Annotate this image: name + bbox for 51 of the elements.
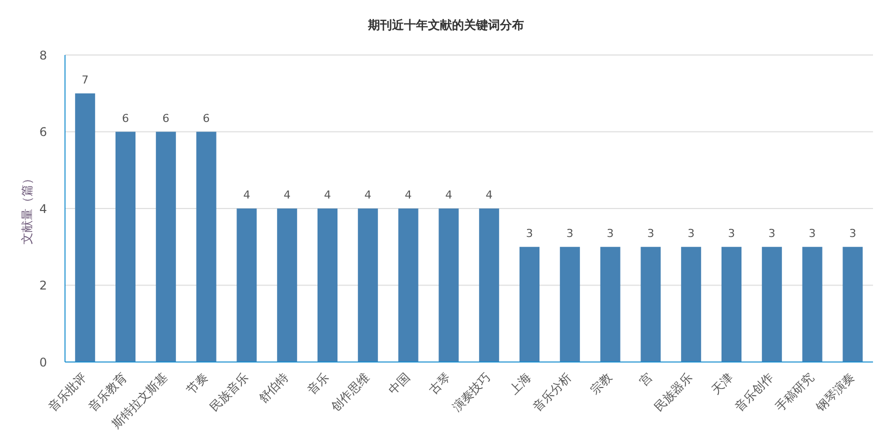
data-label: 4 (486, 188, 493, 202)
data-label: 4 (404, 188, 412, 202)
data-label: 7 (82, 73, 89, 86)
data-label: 4 (324, 188, 331, 202)
bar (236, 208, 257, 362)
data-label: 6 (202, 112, 210, 125)
bar (520, 246, 540, 362)
bar (681, 246, 702, 362)
bar (75, 93, 96, 362)
bar (398, 208, 418, 362)
data-label: 4 (445, 188, 452, 202)
bar (277, 208, 298, 362)
y-tick-label: 2 (39, 278, 47, 293)
bar (438, 208, 459, 362)
bar (318, 208, 338, 362)
bar (156, 132, 176, 362)
bar (196, 132, 216, 362)
bar (762, 246, 782, 362)
data-label: 6 (122, 112, 129, 125)
bar (842, 246, 863, 362)
y-tick-label: 0 (39, 355, 47, 370)
data-label: 3 (526, 226, 533, 240)
y-axis-title: 文献量（篇） (20, 172, 34, 244)
data-label: 3 (728, 226, 735, 240)
data-label: 3 (688, 226, 695, 240)
bar (560, 246, 580, 362)
data-label: 4 (364, 188, 372, 202)
data-label: 3 (606, 226, 614, 240)
y-tick-label: 8 (39, 48, 47, 62)
bar (600, 246, 620, 362)
bar (802, 246, 822, 362)
y-tick-label: 6 (39, 125, 47, 140)
x-tick-label: 中国 (386, 370, 413, 398)
data-label: 3 (647, 226, 654, 240)
bar (479, 208, 500, 362)
data-label: 3 (566, 226, 574, 240)
x-tick-label: 宗教 (588, 370, 615, 398)
data-label: 6 (162, 112, 170, 125)
bar (358, 208, 378, 362)
bar (116, 132, 136, 362)
x-tick-label: 舒伯特 (256, 370, 292, 406)
chart-title: 期刊近十年文献的关键词分布 (367, 17, 525, 34)
x-tick-label: 音乐批评 (46, 370, 90, 414)
data-label: 4 (243, 188, 250, 202)
data-label: 3 (808, 226, 816, 240)
y-tick-label: 4 (39, 202, 47, 216)
data-label: 3 (768, 226, 776, 240)
data-label: 4 (284, 188, 291, 202)
data-label: 3 (849, 226, 856, 240)
bar (640, 246, 661, 362)
bar (722, 246, 742, 362)
